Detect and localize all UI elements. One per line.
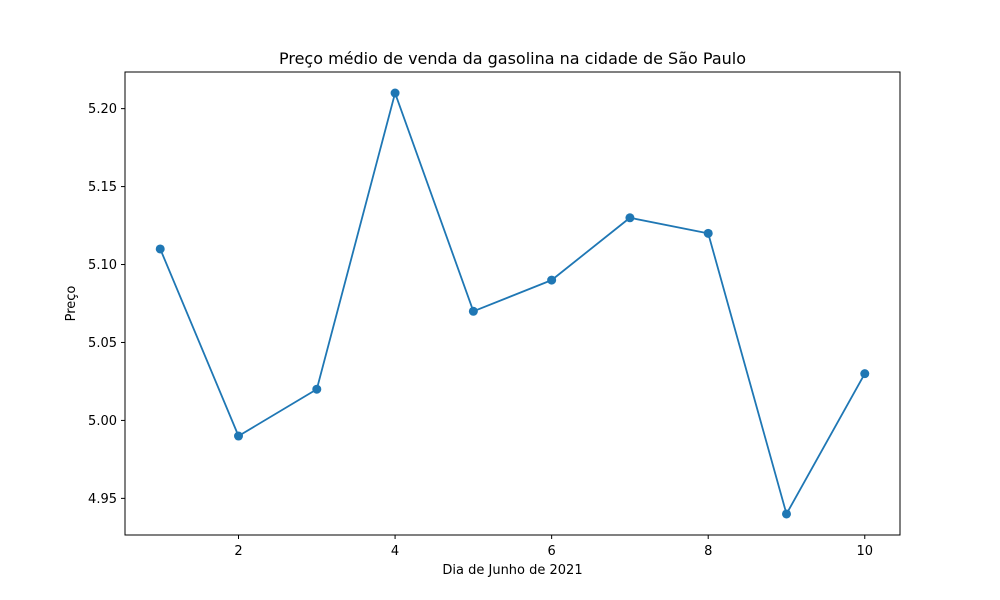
plot-area [155, 88, 870, 519]
data-point [155, 244, 165, 254]
data-point [625, 213, 635, 223]
x-tick-label: 8 [704, 544, 712, 559]
y-tick-label: 5.20 [88, 102, 117, 117]
data-point [390, 88, 400, 98]
x-axis-label: Dia de Junho de 2021 [442, 563, 582, 578]
y-tick-label: 5.05 [88, 336, 117, 351]
data-point [234, 431, 244, 441]
y-tick-label: 5.15 [88, 180, 117, 195]
data-point [468, 306, 478, 316]
x-tick-label: 4 [391, 544, 399, 559]
chart-title: Preço médio de venda da gasolina na cida… [279, 49, 746, 68]
data-point [781, 509, 791, 519]
series-line [159, 92, 866, 515]
y-axis-label: Preço [64, 286, 79, 322]
y-axis: 4.95 5.00 5.05 5.10 5.15 5.20 [88, 102, 125, 507]
axes-frame [124, 71, 901, 536]
y-tick-label: 4.95 [88, 492, 117, 507]
x-tick-label: 2 [234, 544, 242, 559]
x-axis: 2 4 6 8 10 [234, 535, 873, 559]
y-tick-label: 5.10 [88, 258, 117, 273]
x-tick-label: 6 [548, 544, 556, 559]
data-point [860, 369, 870, 379]
y-tick-label: 5.00 [88, 414, 117, 429]
data-point [703, 228, 713, 238]
data-point [312, 384, 322, 394]
x-tick-label: 10 [856, 544, 873, 559]
data-point [547, 275, 557, 285]
